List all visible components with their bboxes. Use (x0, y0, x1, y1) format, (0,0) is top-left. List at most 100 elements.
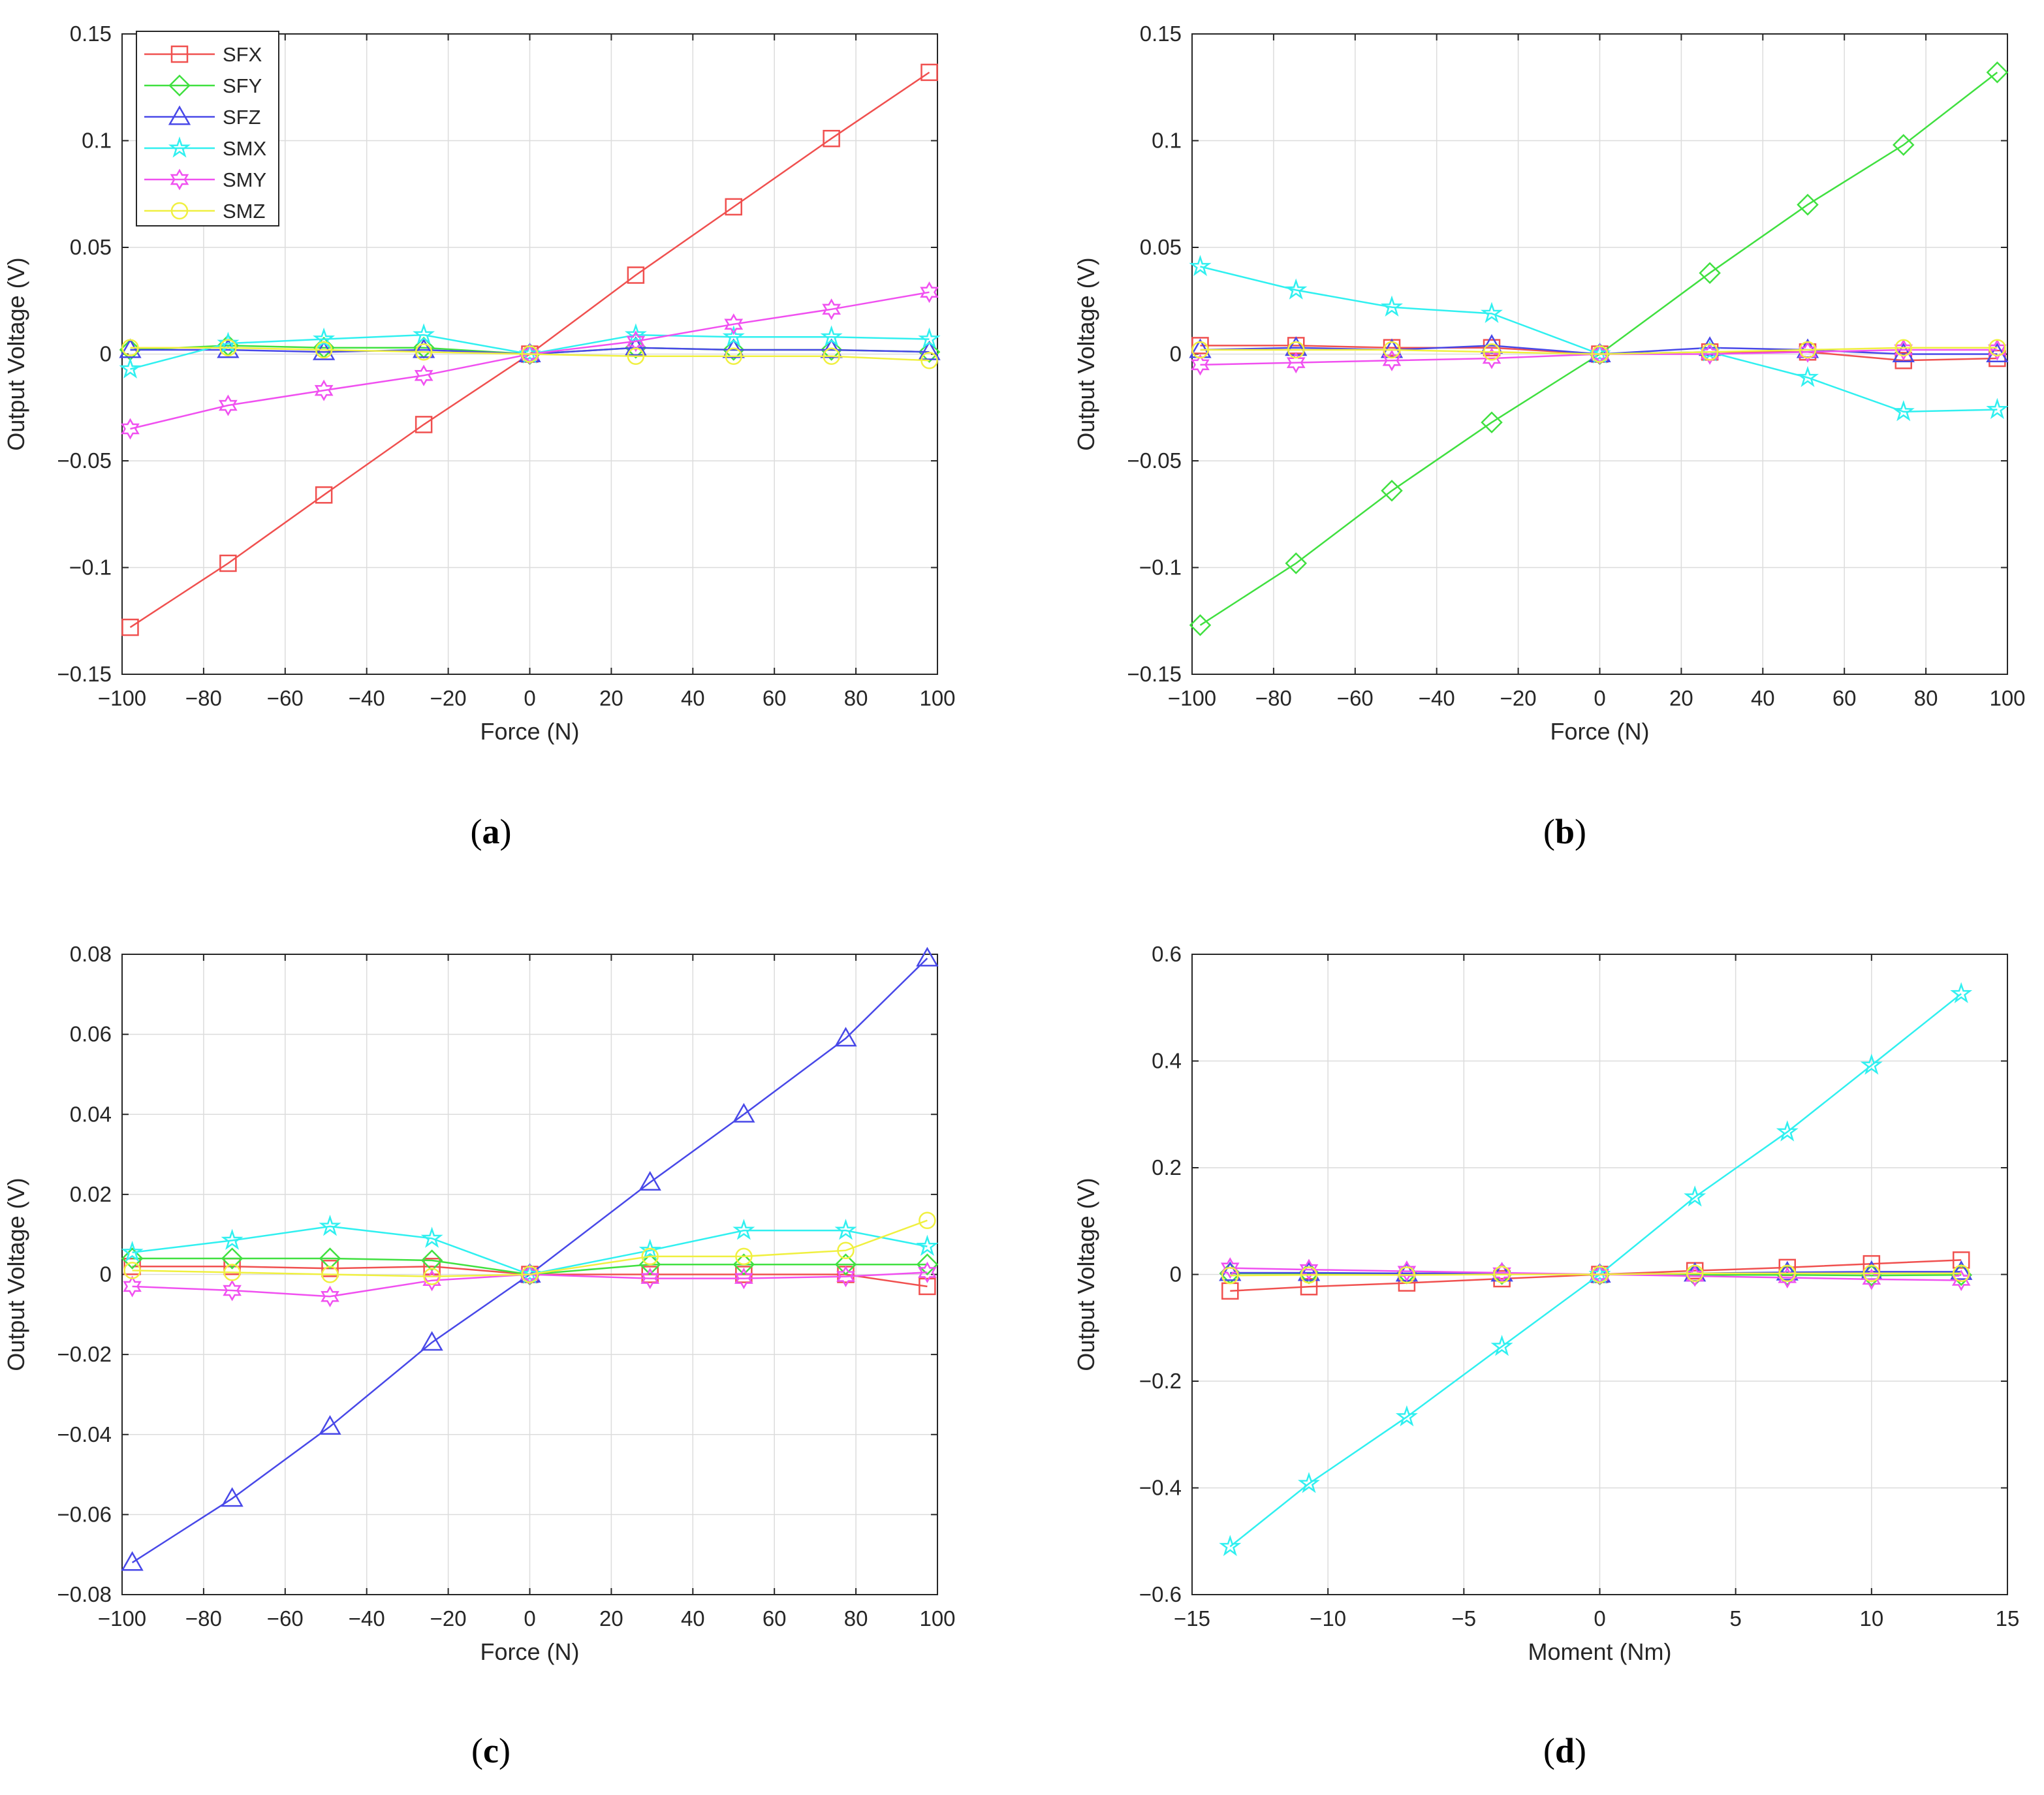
y-tick-label: 0.04 (70, 1102, 112, 1126)
x-tick-label: −100 (98, 1606, 146, 1631)
x-tick-label: 0 (524, 686, 535, 710)
data-point-smz (123, 1262, 141, 1279)
data-point-smy (836, 1266, 855, 1288)
x-tick-label: 5 (1729, 1606, 1741, 1631)
legend-label-sfy: SFY (223, 74, 262, 97)
x-tick-label: −80 (185, 1606, 222, 1631)
data-point-sfy (820, 339, 843, 361)
data-point-sfz (420, 1331, 443, 1351)
data-point-smy (1590, 1263, 1609, 1286)
data-point-smy (724, 313, 744, 336)
data-point-smz (920, 352, 938, 369)
y-tick-label: −0.2 (1139, 1369, 1182, 1393)
legend-marker-smx (168, 136, 191, 158)
y-tick-label: 0 (100, 342, 112, 366)
x-tick-label: −40 (349, 1606, 385, 1631)
data-point-sfx (1952, 1251, 1970, 1269)
x-axis-label: Moment (Nm) (1528, 1638, 1671, 1665)
panel-caption-a: (a) (471, 812, 512, 851)
data-point-smy (1286, 352, 1306, 374)
data-point-sfx (423, 1257, 441, 1275)
data-point-smx (834, 1219, 857, 1240)
x-tick-label: −60 (267, 1606, 304, 1631)
series-smz (1221, 1264, 1970, 1285)
data-point-sfy (1285, 552, 1308, 574)
series-line-smz (132, 1219, 928, 1277)
data-point-sfx (920, 63, 938, 82)
data-point-smz (415, 343, 433, 361)
data-point-sfx (121, 618, 139, 636)
legend-marker-sfz (168, 105, 191, 125)
data-point-smz (837, 1241, 855, 1259)
x-tick-label: 60 (1832, 686, 1857, 710)
data-point-smz (1863, 1264, 1881, 1283)
data-point-smz (627, 347, 645, 366)
y-tick-label: −0.15 (1127, 662, 1182, 686)
x-axis-label: Force (N) (480, 718, 580, 745)
y-axis-label: Output Voltage (V) (3, 257, 29, 450)
data-point-sfy (1699, 262, 1721, 285)
data-point-smy (1299, 1258, 1319, 1281)
data-point-sfy (918, 341, 941, 363)
x-tick-label: −100 (98, 686, 146, 710)
data-point-smz (1591, 1266, 1609, 1283)
x-tick-label: 40 (681, 686, 705, 710)
x-tick-label: −80 (1255, 686, 1292, 710)
data-point-smz (521, 1266, 539, 1283)
data-point-smz (1895, 339, 1913, 356)
legend: SFX SFY SFZ SMX SMY SMZ (136, 31, 279, 226)
data-point-smy (1590, 343, 1609, 366)
data-point-smy (223, 1279, 242, 1302)
data-point-smx (722, 325, 745, 347)
data-point-smx (420, 1226, 443, 1248)
y-tick-label: 0.05 (70, 235, 112, 259)
y-tick-label: 0.02 (70, 1182, 112, 1206)
data-point-smx (1490, 1335, 1513, 1356)
data-point-smz (1398, 1266, 1416, 1284)
data-point-smy (822, 298, 841, 320)
data-point-smz (1383, 341, 1401, 359)
data-point-smx (1481, 302, 1503, 323)
data-point-smz (641, 1247, 659, 1266)
data-point-sfy (319, 1247, 341, 1270)
data-point-sfx (919, 1277, 936, 1296)
data-point-smy (520, 343, 539, 366)
data-point-smx (916, 1234, 939, 1256)
data-point-smy (1191, 354, 1210, 376)
data-point-smy (626, 330, 646, 352)
legend-box (136, 31, 279, 226)
y-tick-label: 0.05 (1140, 235, 1182, 259)
y-tick-label: 0 (1170, 342, 1182, 366)
x-tick-label: −40 (349, 686, 385, 710)
data-point-smx (820, 325, 843, 347)
data-point-smz (219, 339, 237, 356)
x-tick-label: 20 (1669, 686, 1693, 710)
y-tick-label: −0.1 (1139, 555, 1182, 580)
data-point-smy (734, 1268, 753, 1290)
data-point-sfy (1892, 134, 1915, 156)
data-point-smx (121, 1240, 144, 1262)
legend-label-smz: SMZ (223, 200, 265, 223)
x-tick-label: −20 (430, 1606, 467, 1631)
data-point-smz (1287, 341, 1305, 359)
data-point-smz (315, 341, 333, 359)
data-point-sfx (219, 554, 237, 572)
data-point-sfz (918, 340, 941, 360)
legend-label-sfx: SFX (223, 43, 262, 66)
legend-label-sfz: SFZ (223, 106, 261, 129)
data-point-sfx (823, 129, 840, 148)
data-point-smz (1221, 1266, 1239, 1285)
y-tick-label: 0.1 (1152, 129, 1182, 153)
x-tick-label: 0 (524, 1606, 535, 1631)
data-point-smx (1950, 982, 1973, 1003)
data-point-smy (1221, 1257, 1240, 1279)
data-point-sfx (627, 266, 645, 284)
data-point-smx (119, 357, 142, 379)
x-tick-label: 80 (1914, 686, 1938, 710)
y-tick-label: −0.02 (57, 1342, 112, 1366)
data-point-sfy (1481, 411, 1503, 433)
x-tick-label: 100 (919, 1606, 955, 1631)
y-tick-label: 0.15 (70, 22, 112, 46)
data-point-sfz (319, 1414, 341, 1435)
data-point-sfy (1189, 614, 1212, 636)
